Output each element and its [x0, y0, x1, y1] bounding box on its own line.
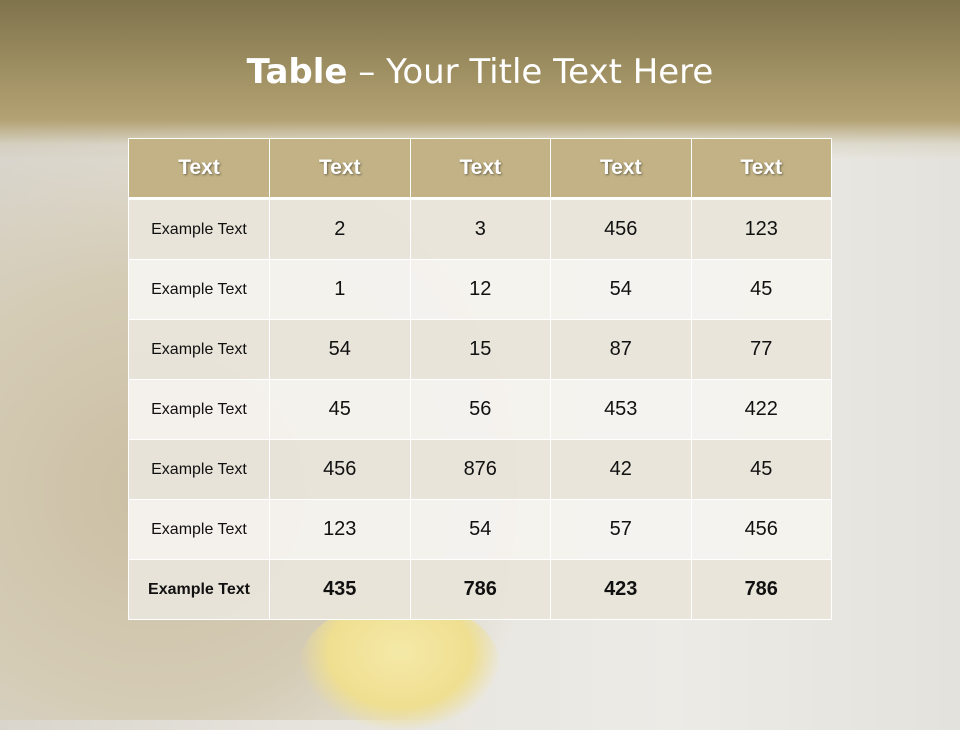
column-header: Text: [128, 138, 270, 200]
table-cell: 15: [409, 319, 551, 380]
header-row: Text Text Text Text Text: [128, 138, 832, 200]
table-cell: 87: [550, 319, 692, 380]
table-cell: 456: [690, 499, 832, 560]
table-cell: 77: [690, 319, 832, 380]
table-cell: 876: [409, 439, 551, 500]
table-cell: 54: [269, 319, 411, 380]
table-cell: 54: [409, 499, 551, 560]
table-cell: 56: [409, 379, 551, 440]
table-cell: 45: [690, 259, 832, 320]
table-cell: 453: [550, 379, 692, 440]
table-row: Example Text 54 15 87 77: [128, 319, 832, 380]
slide-title: Table – Your Title Text Here: [0, 52, 960, 92]
row-label: Example Text: [128, 198, 270, 260]
row-label: Example Text: [128, 319, 270, 380]
table-row: Example Text 123 54 57 456: [128, 499, 832, 560]
table-cell: 42: [550, 439, 692, 500]
row-label: Example Text: [128, 379, 270, 440]
table-row: Example Text 1 12 54 45: [128, 259, 832, 320]
data-table: Text Text Text Text Text Example Text 2 3 456 12…: [128, 138, 832, 620]
total-row: Example Text 435 786 423 786: [128, 559, 832, 620]
table-cell: 45: [690, 439, 832, 500]
table-row: Example Text 2 3 456 123: [128, 198, 832, 260]
row-label: Example Text: [128, 559, 270, 620]
table-row: Example Text 45 56 453 422: [128, 379, 832, 440]
table-cell: 57: [550, 499, 692, 560]
table-cell: 123: [269, 499, 411, 560]
table-row: Example Text 456 876 42 45: [128, 439, 832, 500]
title-rest: – Your Title Text Here: [347, 52, 714, 92]
table-cell: 435: [269, 559, 411, 620]
table-cell: 45: [269, 379, 411, 440]
title-bar: [0, 0, 960, 160]
table-cell: 54: [550, 259, 692, 320]
column-header: Text: [409, 138, 551, 200]
column-header: Text: [269, 138, 411, 200]
table-cell: 786: [690, 559, 832, 620]
column-header: Text: [550, 138, 692, 200]
table-cell: 456: [550, 198, 692, 260]
table-cell: 456: [269, 439, 411, 500]
table-cell: 12: [409, 259, 551, 320]
table-cell: 1: [269, 259, 411, 320]
title-bold: Table: [246, 52, 348, 92]
row-label: Example Text: [128, 439, 270, 500]
table-cell: 2: [269, 198, 411, 260]
table-cell: 123: [690, 198, 832, 260]
background-lemon: [300, 600, 500, 730]
row-label: Example Text: [128, 499, 270, 560]
column-header: Text: [690, 138, 832, 200]
table-cell: 786: [409, 559, 551, 620]
table-cell: 423: [550, 559, 692, 620]
table-cell: 3: [409, 198, 551, 260]
row-label: Example Text: [128, 259, 270, 320]
table-cell: 422: [690, 379, 832, 440]
